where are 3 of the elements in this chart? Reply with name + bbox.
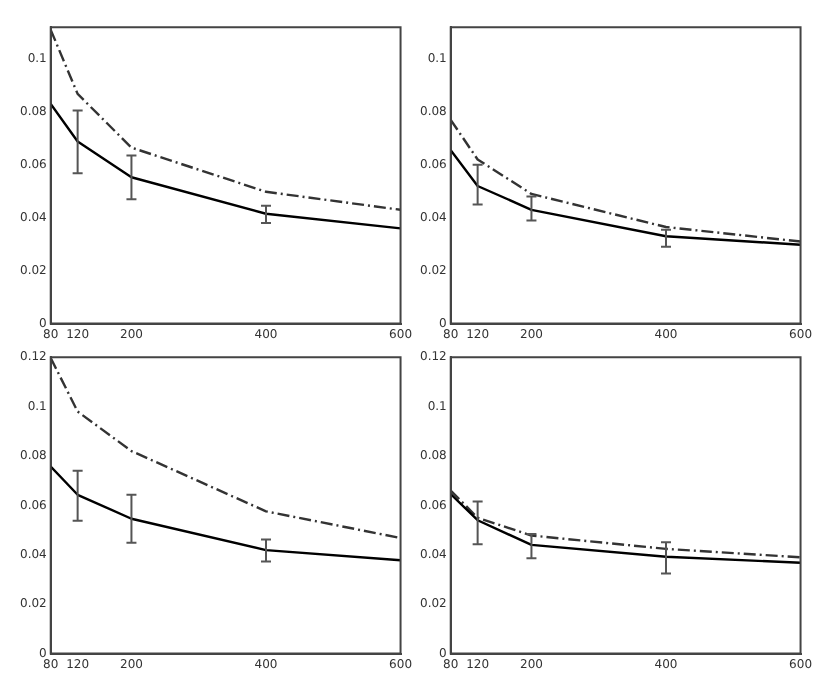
line-series (450, 118, 801, 243)
line-series (50, 28, 401, 211)
line-series (50, 357, 401, 540)
